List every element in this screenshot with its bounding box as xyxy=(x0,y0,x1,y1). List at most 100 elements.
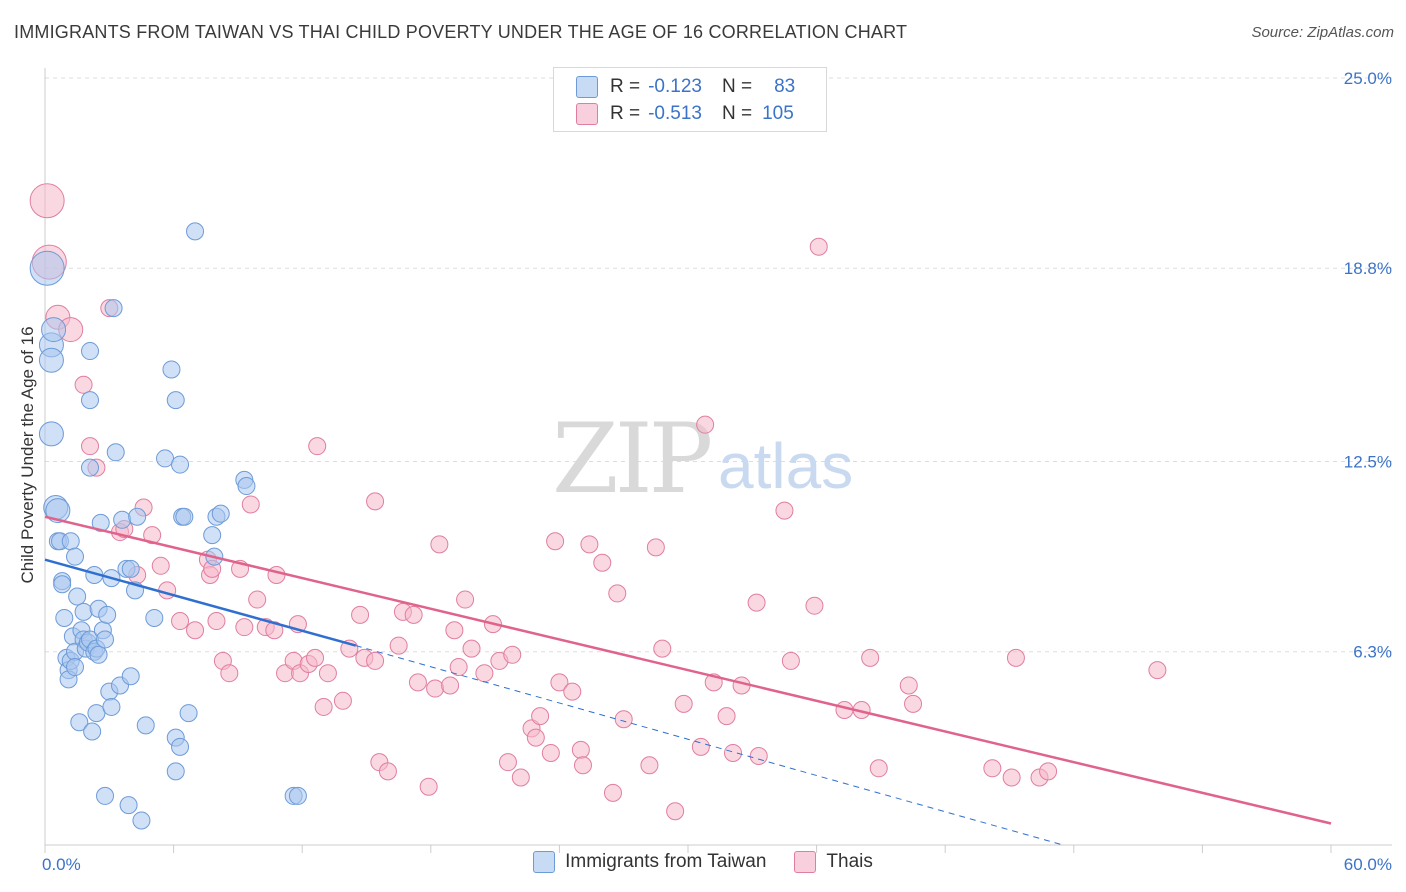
taiwan-trend-line xyxy=(44,558,357,647)
thais-point xyxy=(608,584,627,603)
taiwan-point xyxy=(68,587,87,606)
thais-point xyxy=(805,596,824,615)
taiwan-point xyxy=(113,510,132,529)
taiwan-point xyxy=(171,455,190,474)
thais-point xyxy=(74,375,93,394)
thais-point xyxy=(265,621,284,640)
taiwan-point xyxy=(96,786,115,805)
taiwan-point xyxy=(175,507,194,526)
y-tick-label: 6.3% xyxy=(1353,643,1392,662)
taiwan-point xyxy=(41,317,67,343)
taiwan-point xyxy=(119,796,138,815)
taiwan-point xyxy=(186,222,205,241)
legend-label-thais: Thais xyxy=(826,851,873,872)
taiwan-point xyxy=(121,667,140,686)
thais-point xyxy=(449,658,468,677)
legend-swatch-taiwan xyxy=(533,851,556,873)
thais-point xyxy=(696,415,715,434)
thais-point xyxy=(550,673,569,692)
taiwan-point xyxy=(55,608,74,627)
tick-labels: 6.3% 12.5% 18.8% 25.0% 0.0% 60.0% xyxy=(42,69,1392,874)
thais-point xyxy=(614,710,633,729)
thais-point xyxy=(1148,661,1167,680)
taiwan-point xyxy=(203,526,222,545)
legend-item-thais[interactable]: Thais xyxy=(794,851,873,873)
taiwan-point xyxy=(38,421,64,447)
taiwan-point xyxy=(87,704,106,723)
thais-point xyxy=(220,664,239,683)
thais-point xyxy=(503,645,522,664)
taiwan-point xyxy=(91,513,110,532)
taiwan-point xyxy=(61,532,80,551)
thais-point xyxy=(314,697,333,716)
thais-point xyxy=(674,694,693,713)
y-tick-label: 12.5% xyxy=(1344,453,1392,472)
thais-point xyxy=(904,694,923,713)
series-thais-points xyxy=(29,183,1167,821)
taiwan-point xyxy=(237,477,256,496)
taiwan-point xyxy=(102,697,121,716)
legend-label-taiwan: Immigrants from Taiwan xyxy=(565,851,767,872)
thais-point xyxy=(640,756,659,775)
thais-point xyxy=(426,679,445,698)
source-label: Source: ZipAtlas.com xyxy=(1251,24,1394,41)
thais-point xyxy=(378,762,397,781)
legend-stats: R = -0.123 N = 83 R = -0.513 N = 105 xyxy=(553,67,827,132)
thais-point xyxy=(781,651,800,670)
series-taiwan-points xyxy=(29,222,307,830)
thais-point xyxy=(563,682,582,701)
watermark-atlas: atlas xyxy=(718,430,853,502)
thais-trend-line xyxy=(44,515,1332,825)
thais-point xyxy=(456,590,475,609)
taiwan-point xyxy=(81,458,100,477)
legend-r-value-taiwan: -0.123 xyxy=(648,76,702,97)
legend-item-taiwan[interactable]: Immigrants from Taiwan xyxy=(533,851,766,873)
thais-point xyxy=(1006,648,1025,667)
thais-point xyxy=(351,605,370,624)
thais-point xyxy=(546,532,565,551)
thais-point xyxy=(248,590,267,609)
thais-point xyxy=(861,648,880,667)
legend-swatch-taiwan xyxy=(576,76,598,98)
taiwan-point xyxy=(288,786,307,805)
thais-point xyxy=(603,783,622,802)
thais-point xyxy=(899,676,918,695)
taiwan-point xyxy=(104,299,123,318)
thais-point xyxy=(580,535,599,554)
thais-point xyxy=(869,759,888,778)
thais-point xyxy=(318,664,337,683)
taiwan-point xyxy=(45,498,71,524)
thais-point xyxy=(430,535,449,554)
taiwan-point xyxy=(145,608,164,627)
taiwan-point xyxy=(81,391,100,410)
thais-point xyxy=(306,648,325,667)
thais-point xyxy=(646,538,665,557)
thais-point xyxy=(333,691,352,710)
thais-point xyxy=(531,707,550,726)
legend-n-value-thais: 105 xyxy=(762,103,794,124)
thais-point xyxy=(983,759,1002,778)
thais-point xyxy=(775,501,794,520)
thais-point xyxy=(511,768,530,787)
taiwan-point xyxy=(211,504,230,523)
thais-point xyxy=(691,737,710,756)
thais-point xyxy=(1039,762,1058,781)
thais-point xyxy=(186,621,205,640)
trend-lines xyxy=(44,515,1332,846)
legend-swatch-thais xyxy=(576,103,598,125)
legend-n-label: N = xyxy=(721,103,753,124)
thais-point xyxy=(747,593,766,612)
thais-point xyxy=(151,556,170,575)
thais-point xyxy=(498,753,517,772)
x-tick-label: 60.0% xyxy=(1344,855,1392,874)
watermark-zip: ZIP xyxy=(552,403,711,515)
thais-point xyxy=(241,495,260,514)
thais-point xyxy=(749,747,768,766)
thais-point xyxy=(404,605,423,624)
thais-point xyxy=(541,743,560,762)
chart-title: IMMIGRANTS FROM TAIWAN VS THAI CHILD POV… xyxy=(14,22,908,42)
taiwan-point xyxy=(121,559,140,578)
legend-series: Immigrants from Taiwan Thais xyxy=(0,851,1406,873)
taiwan-point xyxy=(38,347,64,373)
thais-point xyxy=(724,743,743,762)
